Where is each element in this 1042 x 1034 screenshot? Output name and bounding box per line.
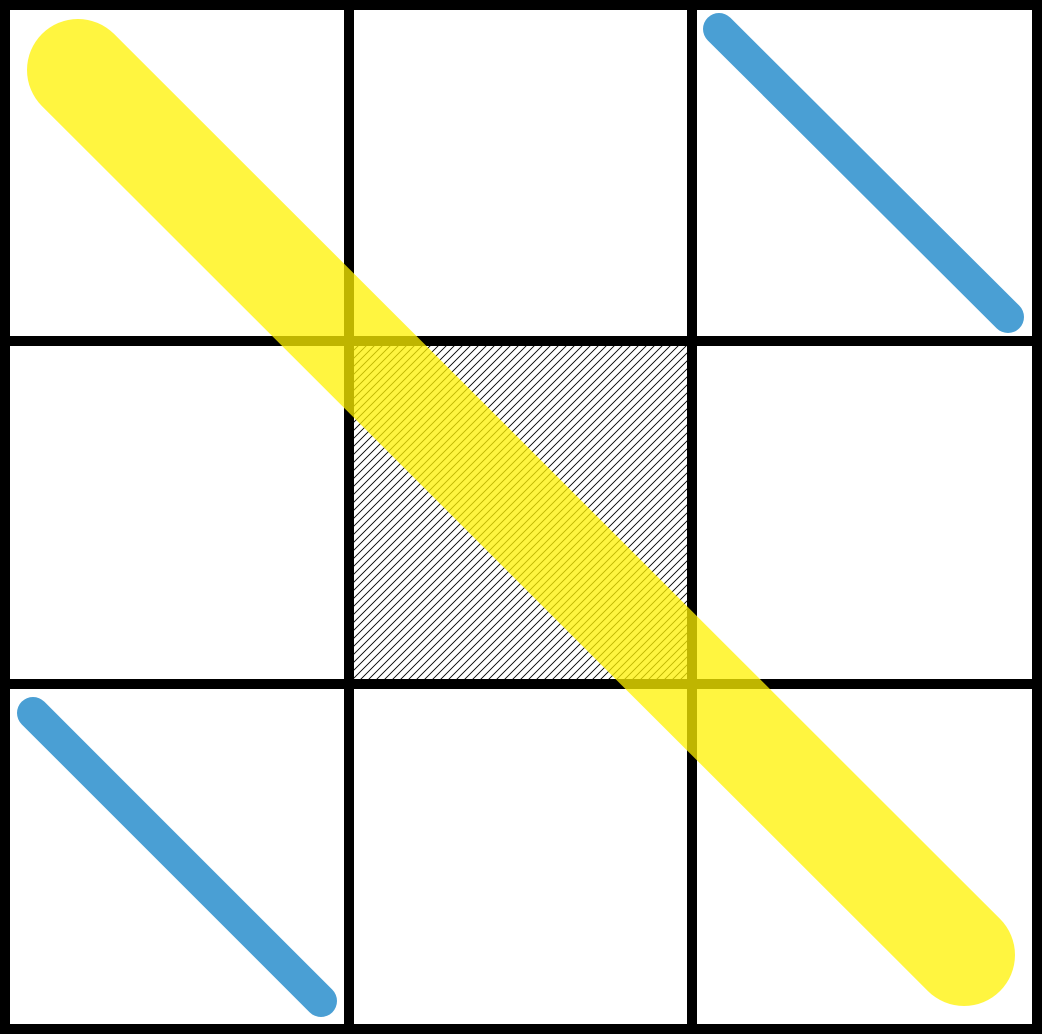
grid-line-vertical-1 (344, 0, 354, 1034)
grid-line-vertical-0 (0, 0, 10, 1034)
blue-diagonal-stroke-top-right (703, 13, 1024, 333)
cell-r1-c2 (697, 346, 1032, 679)
grid-line-horizontal-2 (0, 679, 1042, 689)
grid-line-vertical-3 (1032, 0, 1042, 1034)
grid-line-horizontal-3 (0, 1024, 1042, 1034)
grid-line-vertical-2 (687, 0, 697, 1034)
strokes-layer (17, 13, 1024, 1017)
blue-diagonal-stroke-bottom-left (17, 697, 337, 1017)
cell-r0-c1 (354, 10, 687, 336)
yellow-diagonal-stroke (27, 19, 1015, 1006)
grid-line-horizontal-1 (0, 336, 1042, 346)
cell-r2-c1 (354, 689, 687, 1024)
cell-r1-c0 (10, 346, 344, 679)
cells-layer (10, 10, 1032, 1024)
grid-line-horizontal-0 (0, 0, 1042, 10)
